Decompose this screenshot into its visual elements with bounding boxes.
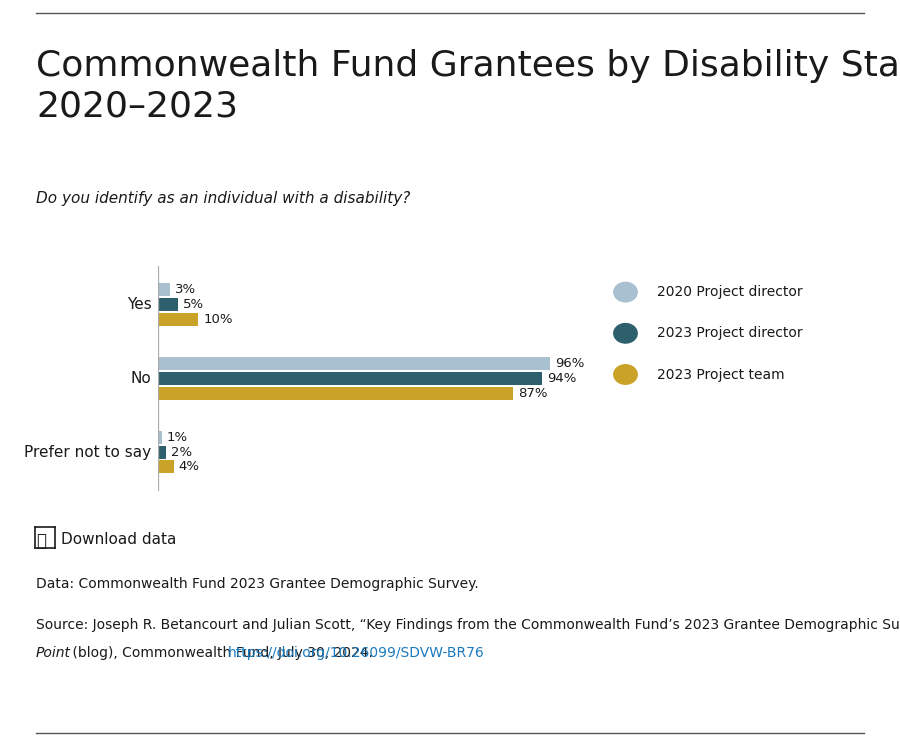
Text: 2023 Project team: 2023 Project team [657,368,785,381]
Text: 10%: 10% [203,312,233,326]
Bar [158,431,162,444]
Text: No: No [130,371,151,386]
Text: Yes: Yes [127,297,151,312]
Text: 2020 Project director: 2020 Project director [657,285,803,299]
Bar [158,357,550,370]
Text: Point: Point [36,646,71,661]
Text: https://doi.org/10.26099/SDVW-BR76: https://doi.org/10.26099/SDVW-BR76 [228,646,484,661]
Text: 1%: 1% [166,431,187,444]
Text: 3%: 3% [175,283,196,296]
Text: 2%: 2% [171,446,192,458]
Bar [158,312,198,326]
Text: Commonwealth Fund Grantees by Disability Status,
2020–2023: Commonwealth Fund Grantees by Disability… [36,49,900,124]
Bar [158,372,542,385]
Bar [158,298,178,311]
Text: 87%: 87% [518,386,548,399]
Text: ⤓: ⤓ [36,532,46,550]
Text: 4%: 4% [179,461,200,473]
Text: 2023 Project director: 2023 Project director [657,327,803,340]
Text: Prefer not to say: Prefer not to say [24,445,151,460]
Text: 94%: 94% [547,372,576,385]
Text: (blog), Commonwealth Fund, July 30, 2024.: (blog), Commonwealth Fund, July 30, 2024… [68,646,377,661]
Text: 5%: 5% [183,298,204,311]
Text: 96%: 96% [555,357,584,370]
Text: Data: Commonwealth Fund 2023 Grantee Demographic Survey.: Data: Commonwealth Fund 2023 Grantee Dem… [36,577,479,591]
Bar [158,461,174,473]
Text: Download data: Download data [61,532,176,547]
Bar [158,283,170,296]
Bar [158,386,513,399]
Text: Source: Joseph R. Betancourt and Julian Scott, “Key Findings from the Commonweal: Source: Joseph R. Betancourt and Julian … [36,618,900,632]
Text: Do you identify as an individual with a disability?: Do you identify as an individual with a … [36,191,410,206]
Bar [158,446,166,458]
